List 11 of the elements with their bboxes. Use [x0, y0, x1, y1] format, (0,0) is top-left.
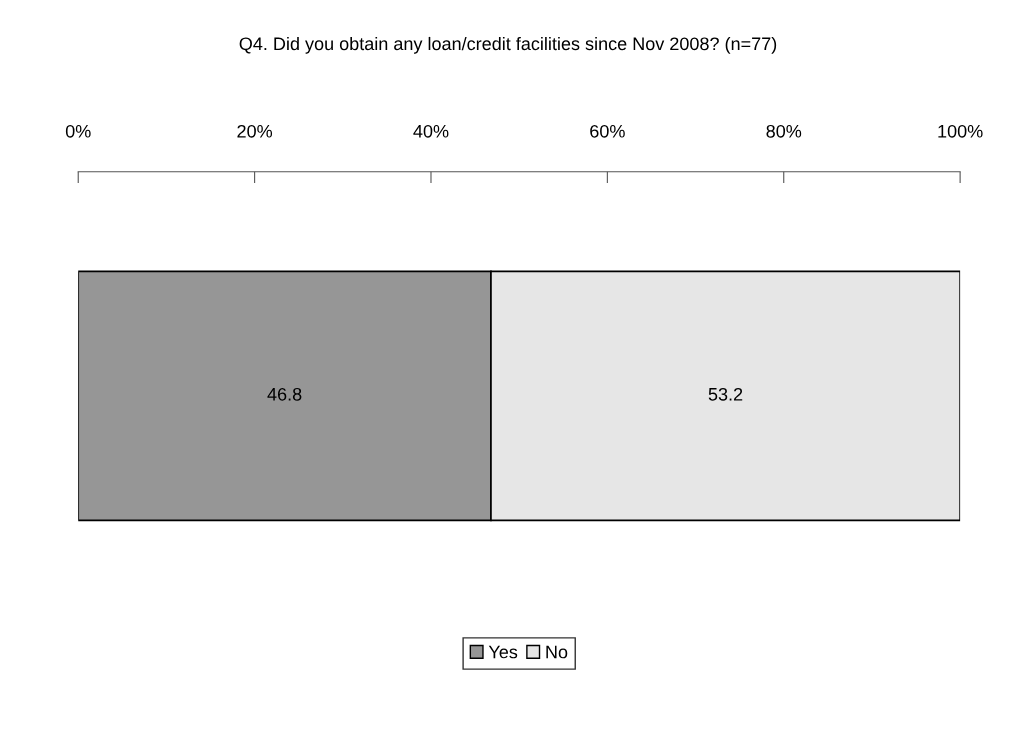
x-tick-label: 60% — [590, 124, 625, 138]
data-label: 46.8 — [267, 387, 302, 401]
x-tick-label: 40% — [413, 124, 449, 138]
chart-title: Q4. Did you obtain any loan/credit facilities since Nov 2008? (n=77) — [239, 36, 777, 54]
legend-label: Yes — [488, 645, 518, 659]
legend-label: No — [546, 645, 568, 659]
x-tick-label: 20% — [237, 124, 273, 138]
x-tick-label: 0% — [65, 124, 91, 138]
x-tick-label: 80% — [766, 124, 802, 138]
data-label: 53.2 — [708, 387, 743, 401]
x-tick-label: 100% — [938, 124, 983, 138]
